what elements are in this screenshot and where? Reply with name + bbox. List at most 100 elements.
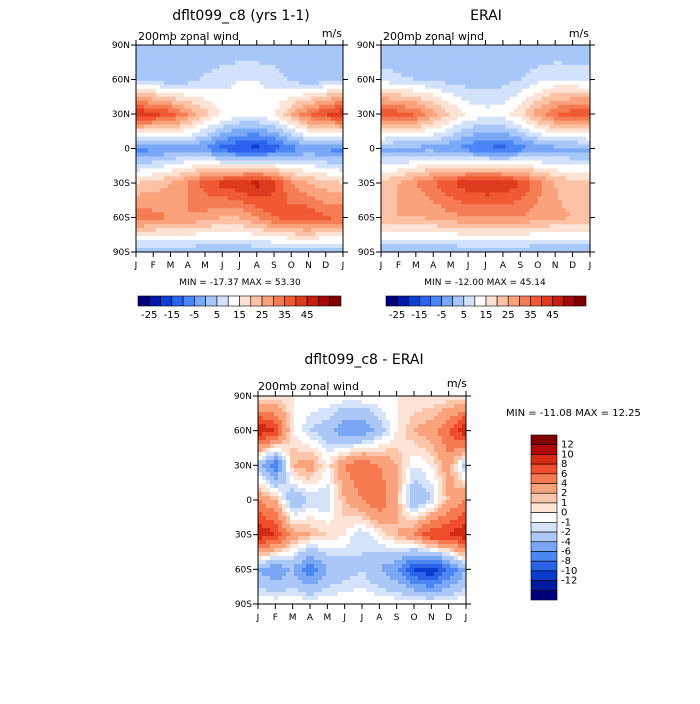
heatmap-cell — [283, 212, 287, 216]
heatmap-cell — [279, 176, 283, 180]
heatmap-cell — [251, 200, 255, 204]
heatmap-cell — [144, 160, 148, 164]
heatmap-cell — [196, 164, 200, 168]
heatmap-cell — [546, 168, 550, 172]
heatmap-cell — [236, 113, 240, 117]
heatmap-cell — [461, 117, 465, 121]
heatmap-cell — [220, 121, 224, 125]
heatmap-cell — [449, 192, 453, 196]
heatmap-cell — [461, 57, 465, 61]
heatmap-cell — [263, 81, 267, 85]
heatmap-cell — [200, 240, 204, 244]
heatmap-cell — [267, 73, 271, 77]
heatmap-cell — [287, 196, 291, 200]
heatmap-cell — [389, 77, 393, 81]
heatmap-cell — [271, 200, 275, 204]
heatmap-cell — [574, 93, 578, 97]
heatmap-cell — [578, 69, 582, 73]
heatmap-cell — [212, 89, 216, 93]
heatmap-cell — [327, 133, 331, 137]
heatmap-cell — [530, 109, 534, 113]
heatmap-cell — [311, 109, 315, 113]
heatmap-cell — [578, 192, 582, 196]
heatmap-cell — [542, 156, 546, 160]
heatmap-cell — [259, 65, 263, 69]
heatmap-cell — [152, 73, 156, 77]
heatmap-cell — [180, 129, 184, 133]
heatmap-cell — [152, 164, 156, 168]
heatmap-cell — [397, 57, 401, 61]
heatmap-cell — [283, 240, 287, 244]
heatmap-cell — [136, 224, 140, 228]
heatmap-cell — [425, 61, 429, 65]
heatmap-cell — [232, 228, 236, 232]
heatmap-cell — [582, 57, 586, 61]
heatmap-cell — [530, 145, 534, 149]
heatmap-cell — [578, 156, 582, 160]
heatmap-cell — [385, 188, 389, 192]
heatmap-cell — [518, 137, 522, 141]
heatmap-cell — [251, 73, 255, 77]
heatmap-cell — [204, 45, 208, 49]
heatmap-cell — [401, 117, 405, 121]
colorbar-label: 15 — [233, 310, 246, 321]
heatmap-cell — [465, 73, 469, 77]
panel-obs-title: ERAI — [470, 8, 502, 24]
heatmap-cell — [144, 192, 148, 196]
heatmap-cell — [393, 109, 397, 113]
heatmap-cell — [232, 49, 236, 53]
heatmap-cell — [526, 156, 530, 160]
heatmap-cell — [267, 149, 271, 153]
heatmap-cell — [283, 145, 287, 149]
heatmap-cell — [562, 168, 566, 172]
heatmap-cell — [566, 204, 570, 208]
heatmap-cell — [522, 164, 526, 168]
heatmap-cell — [510, 192, 514, 196]
heatmap-cell — [291, 224, 295, 228]
heatmap-cell — [283, 236, 287, 240]
heatmap-cell — [510, 180, 514, 184]
heatmap-cell — [417, 89, 421, 93]
heatmap-cell — [307, 137, 311, 141]
heatmap-cell — [421, 188, 425, 192]
heatmap-cell — [212, 81, 216, 85]
heatmap-cell — [538, 61, 542, 65]
heatmap-cell — [156, 184, 160, 188]
heatmap-cell — [259, 232, 263, 236]
heatmap-cell — [271, 81, 275, 85]
heatmap-cell — [267, 65, 271, 69]
heatmap-cell — [196, 160, 200, 164]
heatmap-cell — [148, 137, 152, 141]
heatmap-cell — [514, 196, 518, 200]
heatmap-cell — [144, 149, 148, 153]
heatmap-cell — [389, 168, 393, 172]
heatmap-cell — [180, 212, 184, 216]
heatmap-cell — [490, 176, 494, 180]
heatmap-cell — [449, 129, 453, 133]
heatmap-cell — [522, 192, 526, 196]
heatmap-cell — [168, 73, 172, 77]
heatmap-cell — [160, 164, 164, 168]
heatmap-cell — [259, 244, 263, 248]
heatmap-cell — [307, 196, 311, 200]
heatmap-cell — [236, 137, 240, 141]
heatmap-cell — [164, 73, 168, 77]
heatmap-cell — [331, 240, 335, 244]
heatmap-cell — [315, 160, 319, 164]
heatmap-cell — [287, 73, 291, 77]
heatmap-cell — [208, 168, 212, 172]
heatmap-cell — [307, 168, 311, 172]
heatmap-cell — [176, 109, 180, 113]
heatmap-cell — [168, 89, 172, 93]
heatmap-cell — [271, 141, 275, 145]
heatmap-cell — [208, 105, 212, 109]
heatmap-cell — [144, 176, 148, 180]
heatmap-cell — [486, 109, 490, 113]
colorbar-swatch — [307, 296, 318, 306]
heatmap-cell — [437, 109, 441, 113]
heatmap-cell — [295, 109, 299, 113]
heatmap-cell — [570, 117, 574, 121]
heatmap-cell — [405, 125, 409, 129]
heatmap-cell — [417, 164, 421, 168]
heatmap-cell — [566, 137, 570, 141]
